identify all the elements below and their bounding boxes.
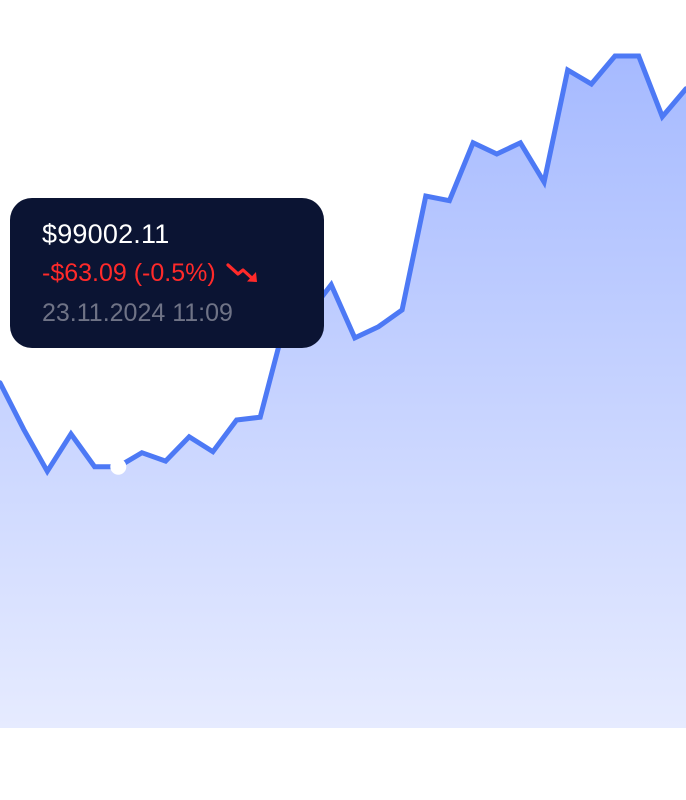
tooltip-change: -$63.09 (-0.5%) bbox=[42, 258, 292, 288]
hover-marker[interactable] bbox=[110, 458, 127, 475]
price-tooltip: $99002.11 -$63.09 (-0.5%) 23.11.2024 11:… bbox=[10, 198, 324, 348]
price-area bbox=[0, 56, 686, 728]
tooltip-change-value: -$63.09 (-0.5%) bbox=[42, 259, 216, 287]
tooltip-price: $99002.11 bbox=[42, 219, 170, 249]
trend-down-icon bbox=[226, 263, 257, 282]
tooltip-timestamp: 23.11.2024 11:09 bbox=[42, 299, 233, 327]
